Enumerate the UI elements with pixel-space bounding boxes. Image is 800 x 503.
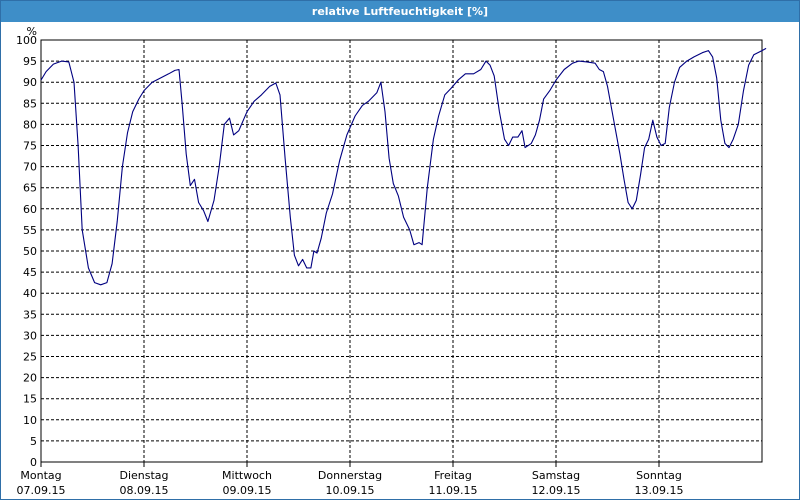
y-tick-label: 70 [23,161,37,174]
y-tick-label: 30 [23,329,37,342]
x-tick-label-day: Samstag [532,469,580,482]
y-tick-label: 80 [23,118,37,131]
y-tick-label: 45 [23,266,37,279]
x-tick-label-day: Dienstag [119,469,168,482]
chart-svg: 0 5 10 15 20 25 30 35 40 45 50 55 60 65 70 75 80 85 90 95 10… [16,25,767,497]
x-tick-label-day: Sonntag [636,469,682,482]
x-tick-label-day: Montag [20,469,61,482]
x-tick-label-day: Donnerstag [318,469,382,482]
x-tick-label-date: 08.09.15 [120,484,169,497]
y-tick-label: 65 [23,182,37,195]
y-tick-label: 10 [23,414,37,427]
y-tick-label: 55 [23,224,37,237]
x-tick-label-date: 09.09.15 [223,484,272,497]
x-tick-label-date: 10.09.15 [326,484,375,497]
y-axis-label: % [27,25,37,38]
y-tick-label: 85 [23,97,37,110]
y-tick-label: 90 [23,76,37,89]
y-tick-label: 25 [23,351,37,364]
x-tick-label-date: 12.09.15 [532,484,581,497]
x-tick-label-day: Mittwoch [222,469,272,482]
x-tick-label-date: 11.09.15 [429,484,478,497]
y-tick-label: 100 [16,34,37,47]
y-tick-label: 75 [23,140,37,153]
window-title: relative Luftfeuchtigkeit [%] [1,1,799,22]
y-tick-label: 15 [23,393,37,406]
humidity-chart: 0 5 10 15 20 25 30 35 40 45 50 55 60 65 70 75 80 85 90 95 10… [1,23,799,499]
y-tick-label: 0 [30,456,37,469]
y-tick-label: 35 [23,308,37,321]
y-tick-label: 20 [23,372,37,385]
y-tick-label: 5 [30,435,37,448]
x-tick-label-date: 07.09.15 [17,484,66,497]
y-tick-label: 60 [23,203,37,216]
y-tick-label: 50 [23,245,37,258]
y-tick-label: 95 [23,55,37,68]
x-tick-label-date: 13.09.15 [635,484,684,497]
y-tick-label: 40 [23,287,37,300]
x-tick-label-day: Freitag [434,469,472,482]
humidity-series-line [40,47,767,286]
plot-frame [40,39,763,463]
